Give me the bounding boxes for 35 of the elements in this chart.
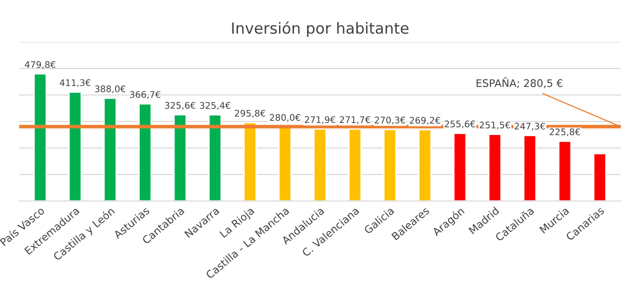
bar [453, 132, 467, 201]
bar [173, 114, 187, 201]
data-label: 295,8€ [234, 110, 266, 118]
bar [33, 73, 47, 201]
data-label: 479,8€ [24, 61, 56, 69]
bar [138, 103, 152, 201]
data-label: 251,5€ [480, 122, 510, 130]
data-label: 280,0€ [270, 114, 300, 122]
bar [243, 122, 257, 201]
bar [383, 128, 397, 201]
data-label: 255,6€ [444, 120, 476, 128]
data-label: 271,9€ [304, 116, 336, 124]
data-label: 270,3€ [374, 116, 406, 124]
data-label: 225,8€ [550, 128, 580, 136]
bar [103, 97, 117, 201]
bar [208, 114, 222, 201]
bar [593, 152, 607, 201]
data-label: 325,4€ [200, 102, 230, 110]
data-label: 247,3€ [514, 122, 546, 130]
data-label: 411,3€ [60, 79, 90, 88]
bar [348, 128, 362, 201]
data-label: 366,7€ [130, 91, 160, 99]
bar [558, 140, 572, 201]
bar [488, 134, 502, 201]
data-label: 269,2€ [410, 116, 440, 125]
bar [313, 128, 327, 201]
bar [418, 128, 432, 201]
data-label: 325,6€ [164, 102, 196, 110]
bar [278, 126, 292, 201]
bar [68, 91, 82, 201]
data-label: 388,0€ [95, 85, 126, 94]
data-label: 271,7€ [340, 116, 370, 124]
ref-line-label: ESPAÑA; 280,5 € [476, 77, 562, 88]
bar [523, 134, 537, 201]
chart-title: Inversión por habitante [232, 21, 408, 37]
